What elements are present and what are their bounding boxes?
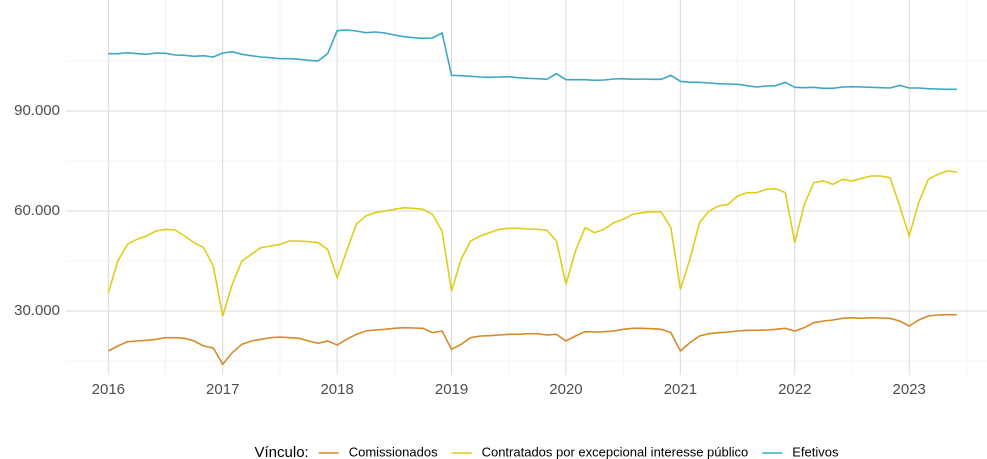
y-tick-label: 30.000 [14,302,60,319]
x-tick-label: 2023 [893,381,926,398]
x-tick-label: 2019 [435,381,468,398]
series-line [107,313,957,366]
y-tick-label: 90.000 [14,102,60,119]
x-tick-label: 2022 [778,381,811,398]
legend-label: Efetivos [792,444,839,459]
legend-title: Vínculo: [255,444,309,459]
legend-label: Comissionados [349,444,438,459]
legend-label: Contratados por excepcional interesse pú… [482,444,749,459]
x-tick-label: 2021 [664,381,697,398]
series-line [108,29,957,91]
series-line [107,170,957,317]
y-tick-label: 60.000 [14,202,60,219]
x-tick-label: 2016 [92,381,125,398]
x-tick-label: 2017 [206,381,239,398]
x-tick-label: 2020 [549,381,582,398]
x-tick-label: 2018 [320,381,353,398]
